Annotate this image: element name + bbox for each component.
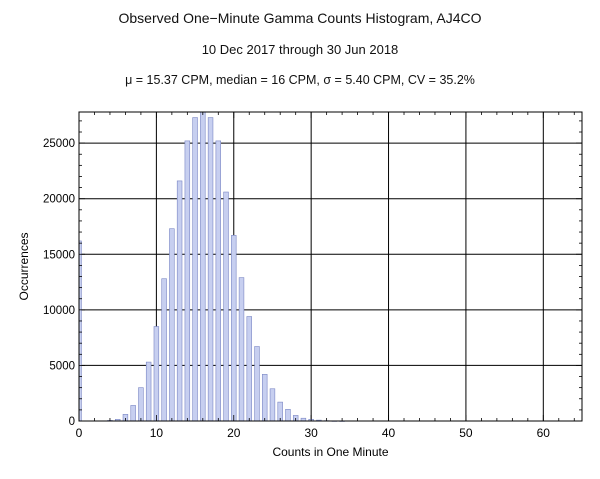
chart-subtitle: 10 Dec 2017 through 30 Jun 2018 xyxy=(201,42,399,57)
x-tick-label: 50 xyxy=(459,426,473,440)
histogram-bar xyxy=(246,316,252,422)
x-tick-label: 20 xyxy=(227,426,241,440)
histogram-bar xyxy=(145,361,152,422)
x-tick-label: 60 xyxy=(537,426,551,440)
histogram-bar xyxy=(262,374,268,422)
y-axis-label: Occurrences xyxy=(17,232,31,300)
y-tick-label: 5000 xyxy=(49,360,75,372)
y-tick-label: 10000 xyxy=(43,305,75,317)
x-tick-label: 0 xyxy=(76,426,83,440)
histogram-bar xyxy=(184,140,191,422)
histogram-bar xyxy=(192,117,198,422)
histogram-bar xyxy=(130,405,136,422)
y-tick-label: 0 xyxy=(69,416,75,428)
histogram-bar xyxy=(161,278,167,422)
x-tick-label: 10 xyxy=(150,426,164,440)
histogram-bar xyxy=(269,388,276,422)
chart-stats: μ = 15.37 CPM, median = 16 CPM, σ = 5.40… xyxy=(125,73,475,87)
x-tick-label: 30 xyxy=(304,426,318,440)
ticks: 0 10 20 30 40 50 60 0 5000 10000 15000 20000 25000 xyxy=(43,112,582,440)
chart-title: Observed One−Minute Gamma Counts Histogr… xyxy=(118,10,482,26)
y-tick-label: 25000 xyxy=(43,138,75,150)
histogram-bar xyxy=(169,228,175,422)
histogram-bar xyxy=(223,191,229,422)
histogram-bar xyxy=(231,235,237,422)
x-tick-label: 40 xyxy=(382,426,396,440)
histogram-bar xyxy=(285,409,291,422)
histogram-bar xyxy=(215,140,221,422)
bars xyxy=(78,111,345,422)
histogram-bar xyxy=(207,117,214,422)
histogram-bar xyxy=(153,326,160,422)
y-tick-label: 15000 xyxy=(43,249,75,261)
histogram-bar xyxy=(238,277,245,422)
histogram-bar xyxy=(176,180,183,422)
histogram-bar xyxy=(254,346,260,422)
histogram-bar xyxy=(200,111,206,422)
histogram-bar xyxy=(138,387,144,422)
plot-frame xyxy=(78,111,583,422)
x-axis-label: Counts in One Minute xyxy=(272,445,388,459)
y-tick-label: 20000 xyxy=(43,194,75,206)
